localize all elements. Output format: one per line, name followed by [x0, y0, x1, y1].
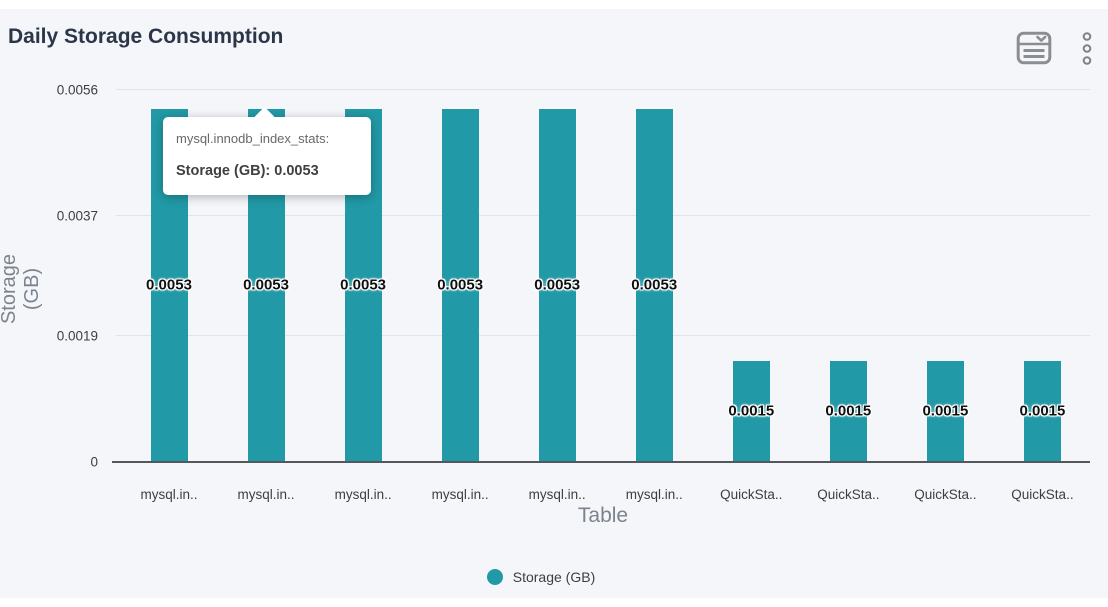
y-tick-label: 0.0056 [56, 82, 98, 98]
x-tick-label: mysql.in.. [334, 487, 392, 502]
bar-QuickSta-8[interactable] [926, 361, 964, 461]
legend[interactable]: Storage (GB) [0, 569, 1082, 585]
bar-value-label: 0.0015 [1019, 402, 1066, 420]
gridline [116, 334, 1090, 336]
bar-QuickSta-9[interactable] [1023, 361, 1061, 461]
x-axis-title: Table [577, 504, 629, 527]
gridline [116, 89, 1090, 90]
tooltip-series-title: mysql.innodb_index_stats: [176, 131, 330, 146]
bar-QuickSta-6[interactable] [732, 361, 770, 461]
x-tick-label: mysql.in.. [431, 487, 489, 502]
kebab-menu-icon-glyph [1082, 32, 1092, 65]
bar-value-label: 0.0015 [728, 402, 775, 420]
tooltip-value: Storage (GB): 0.0053 [176, 163, 319, 179]
bar-value-label: 0.0053 [243, 276, 289, 294]
gridline [116, 215, 1090, 217]
bar-value-label: 0.0053 [340, 276, 387, 294]
x-tick-label: mysql.in.. [625, 487, 683, 502]
x-tick-label: QuickSta.. [914, 487, 977, 502]
x-tick-label: mysql.in.. [528, 487, 586, 502]
bar-value-label: 0.0053 [146, 276, 192, 294]
page-title: Daily Storage Consumption [8, 25, 284, 48]
bar-value-label: 0.0053 [437, 276, 484, 294]
table-select-icon-glyph [1016, 31, 1052, 65]
x-tick-label: mysql.in.. [237, 487, 295, 502]
bar-value-label: 0.0015 [825, 402, 872, 420]
y-axis-title: Storage (GB) [0, 253, 43, 325]
y-tick-label: 0 [90, 454, 98, 470]
legend-dot-icon [486, 569, 503, 585]
bar-mysqlin-4[interactable] [538, 108, 576, 461]
bar-value-label: 0.0015 [922, 402, 969, 420]
x-tick-label: mysql.in.. [140, 487, 198, 502]
bar-value-label: 0.0053 [631, 276, 678, 294]
legend-label: Storage (GB) [512, 569, 596, 585]
bar-mysqlin-3[interactable] [441, 108, 479, 461]
bar-mysqlin-5[interactable] [635, 108, 673, 461]
x-tick-label: QuickSta.. [817, 487, 880, 502]
chart-tooltip: mysql.innodb_index_stats: Storage (GB): … [163, 106, 371, 195]
table-select-icon[interactable] [1016, 31, 1052, 65]
x-tick-label: QuickSta.. [720, 487, 783, 502]
bar-QuickSta-7[interactable] [829, 361, 867, 461]
daily-storage-chart-card: Daily Storage Consumption 0.0056 0.0037 0.… [0, 9, 1108, 598]
bar-chart: 0.0056 0.0037 0.0019 0 Storage (GB) 0.0053 0… [0, 9, 1108, 607]
chart-toolbar [1016, 31, 1094, 67]
kebab-menu-icon[interactable] [1080, 31, 1094, 67]
x-tick-label: QuickSta.. [1011, 487, 1074, 502]
bar-value-label: 0.0053 [534, 276, 581, 294]
y-tick-label: 0.0019 [56, 328, 98, 344]
y-tick-label: 0.0037 [56, 208, 98, 224]
x-axis-line [112, 461, 1090, 463]
